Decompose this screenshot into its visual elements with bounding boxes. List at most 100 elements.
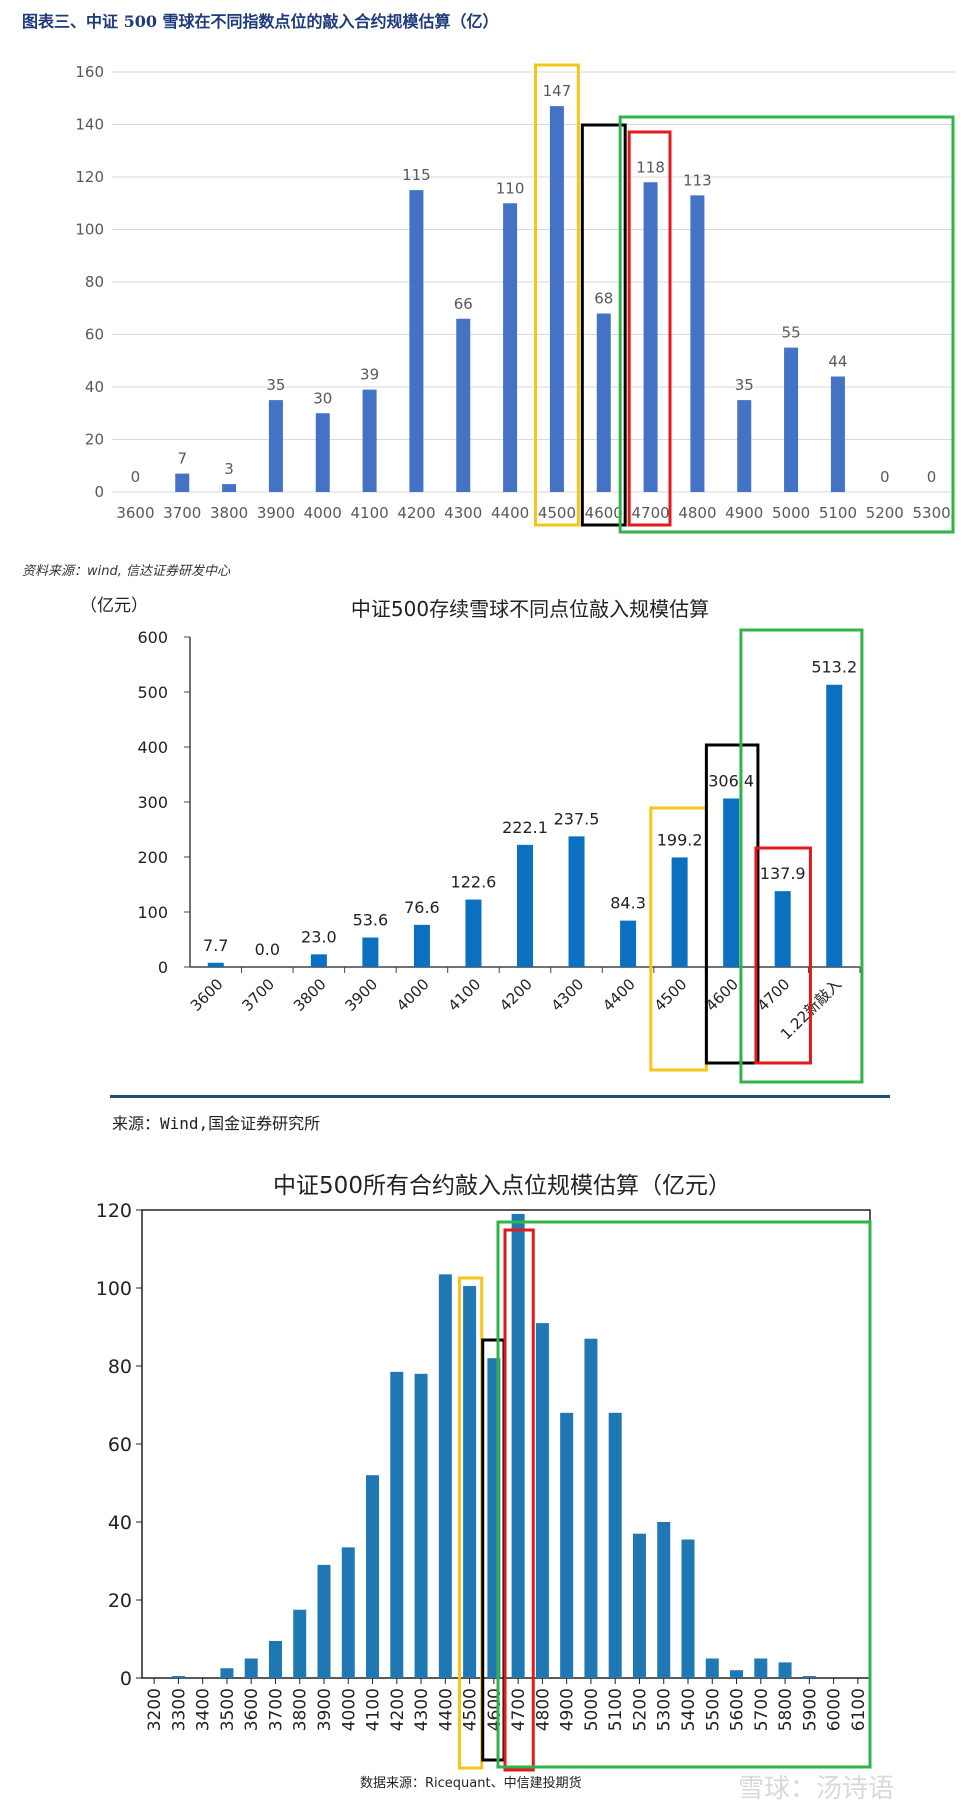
highlight-box-green xyxy=(618,115,955,534)
highlight-box-green xyxy=(739,628,864,1084)
bar xyxy=(362,389,377,492)
x-tick-label: 3900 xyxy=(341,975,381,1015)
y-tick-label: 120 xyxy=(75,168,104,186)
x-tick-label: 4000 xyxy=(304,504,342,522)
data-label: 84.3 xyxy=(610,894,646,913)
y-tick-label: 600 xyxy=(137,628,168,647)
data-label: 237.5 xyxy=(554,809,600,828)
x-tick-label: 5900 xyxy=(800,1688,820,1731)
x-tick-label: 5000 xyxy=(582,1688,602,1731)
bar xyxy=(774,891,791,967)
bar xyxy=(414,1373,428,1678)
y-tick-label: 20 xyxy=(85,431,104,449)
data-label: 0.0 xyxy=(255,940,280,959)
bar xyxy=(511,1213,525,1678)
data-label: 53.6 xyxy=(353,911,389,930)
y-tick-label: 500 xyxy=(137,683,168,702)
x-tick-label: 3900 xyxy=(315,1688,335,1731)
y-tick-label: 140 xyxy=(75,116,104,134)
bar xyxy=(362,937,379,967)
bar xyxy=(584,1338,598,1678)
bar xyxy=(754,1658,768,1678)
y-tick-label: 60 xyxy=(85,326,104,344)
bar xyxy=(560,1412,574,1678)
data-label: 3 xyxy=(224,460,234,478)
chart2-svg: （亿元） 中证500存续雪球不同点位敲入规模估算 0 100 200 300 400 500 6… xyxy=(80,596,864,1084)
bar xyxy=(222,484,237,492)
x-tick-label: 5700 xyxy=(752,1688,772,1731)
data-label: 0 xyxy=(880,468,890,486)
data-label: 76.6 xyxy=(404,898,440,917)
x-tick-label: 4700 xyxy=(631,504,669,522)
bar xyxy=(438,1274,452,1678)
x-tick-label: 4500 xyxy=(538,504,576,522)
figure2-source: 来源：Wind,国金证券研究所 xyxy=(112,1114,321,1133)
data-label: 39 xyxy=(360,366,379,384)
bar xyxy=(175,473,190,492)
bar xyxy=(535,1323,549,1678)
bar xyxy=(463,1286,477,1678)
x-tick-label: 4600 xyxy=(702,975,742,1015)
data-label: 110 xyxy=(496,179,525,197)
x-tick-label: 3800 xyxy=(210,504,248,522)
x-tick-label: 5600 xyxy=(728,1688,748,1731)
bar xyxy=(517,844,533,967)
x-tick-label: 5300 xyxy=(912,504,950,522)
bar xyxy=(317,1564,331,1678)
y-tick-label: 100 xyxy=(75,221,104,239)
highlight-box-green xyxy=(496,1220,872,1769)
data-label: 30 xyxy=(313,389,332,407)
data-label: 23.0 xyxy=(301,927,337,946)
bar xyxy=(643,182,658,492)
bar xyxy=(671,857,688,967)
bar xyxy=(456,318,471,492)
data-label: 55 xyxy=(782,324,801,342)
x-tick-label: 4500 xyxy=(651,975,691,1015)
data-label: 7.7 xyxy=(203,936,228,955)
bar xyxy=(737,400,752,492)
y-tick-label: 100 xyxy=(96,1278,132,1300)
figure1-source: 资料来源：wind, 信达证券研发中心 xyxy=(22,564,231,579)
bar xyxy=(409,190,424,492)
bar xyxy=(705,1658,719,1678)
x-tick-label: 5200 xyxy=(866,504,904,522)
data-label: 122.6 xyxy=(451,873,497,892)
x-tick-label: 3900 xyxy=(257,504,295,522)
x-tick-label: 5100 xyxy=(606,1688,626,1731)
highlight-box-black xyxy=(704,743,760,1065)
x-tick-label: 5200 xyxy=(630,1688,650,1731)
bar xyxy=(596,313,611,492)
y-tick-label: 120 xyxy=(96,1200,132,1222)
x-tick-label: 4300 xyxy=(444,504,482,522)
x-tick-label: 4100 xyxy=(445,975,485,1015)
bar xyxy=(220,1668,234,1678)
y-tick-label: 0 xyxy=(94,483,104,501)
chart1-svg: 0 20 40 60 80 100 120 140 160 0 3600 7 3700 3 3800 35 39… xyxy=(75,63,955,534)
x-tick-label: 4100 xyxy=(364,1688,384,1731)
x-tick-label: 4400 xyxy=(491,504,529,522)
bar xyxy=(723,798,740,967)
bar xyxy=(390,1371,404,1678)
x-tick-label: 3700 xyxy=(238,975,278,1015)
highlight-box-yellow xyxy=(534,63,580,527)
data-label: 44 xyxy=(828,353,847,371)
y-tick-label: 40 xyxy=(108,1512,132,1534)
bar xyxy=(690,195,705,492)
chart-title: 中证500存续雪球不同点位敲入规模估算 xyxy=(351,597,709,621)
highlight-box-black xyxy=(580,123,627,527)
bar xyxy=(784,347,799,492)
y-tick-label: 100 xyxy=(137,903,168,922)
bar xyxy=(549,106,564,492)
x-tick-label: 4400 xyxy=(599,975,639,1015)
x-tick-label: 3400 xyxy=(194,1688,214,1731)
data-label: 113 xyxy=(683,171,712,189)
y-tick-label: 300 xyxy=(137,793,168,812)
bar xyxy=(171,1676,185,1678)
bar xyxy=(310,954,327,967)
x-tick-label: 4200 xyxy=(397,504,435,522)
x-tick-label: 5500 xyxy=(703,1688,723,1731)
y-tick-label: 20 xyxy=(108,1590,132,1612)
highlight-box-red xyxy=(754,846,812,1065)
y-tick-label: 80 xyxy=(108,1356,132,1378)
x-tick-label: 5400 xyxy=(679,1688,699,1731)
